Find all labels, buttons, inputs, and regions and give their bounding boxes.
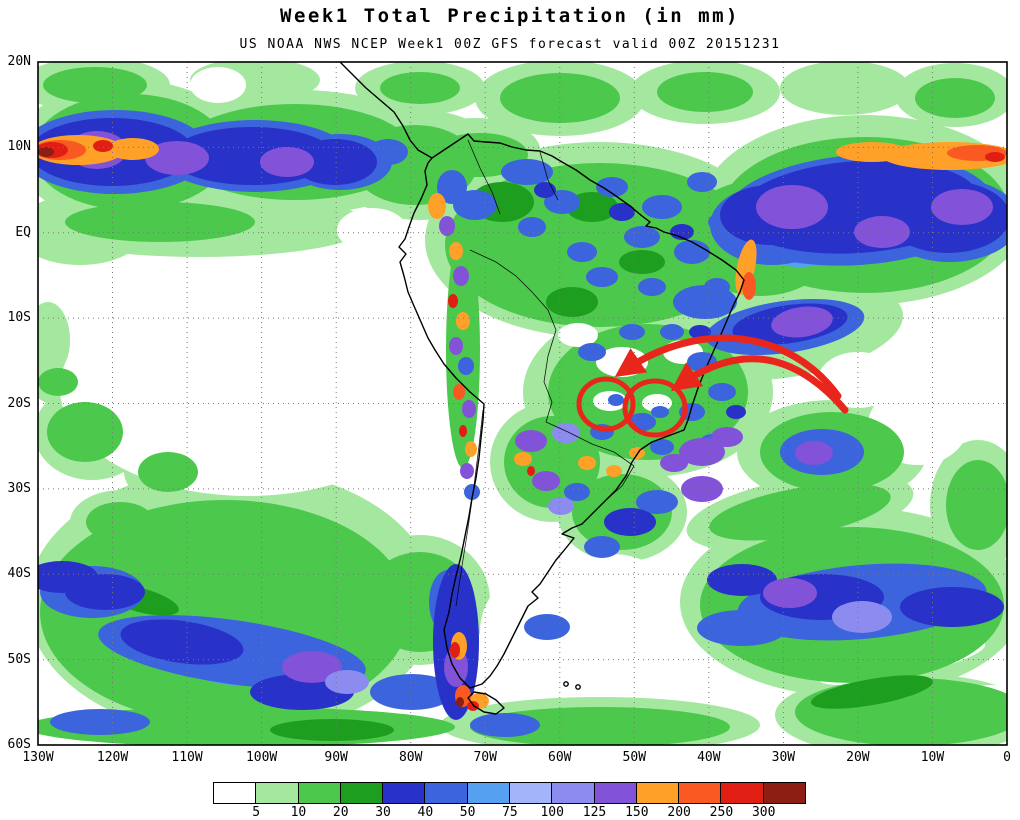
- colorbar-tick-label: 250: [709, 805, 734, 820]
- colorbar-swatch: [635, 782, 680, 804]
- lat-tick-label: 60S: [7, 737, 31, 752]
- lat-tick-label: 20S: [7, 395, 31, 411]
- lon-tick-label: 80W: [398, 750, 423, 765]
- colorbar-swatch: [424, 782, 468, 804]
- annotation-circle-2: [622, 378, 688, 438]
- colorbar-labels: 5 10 20 30 40 50 75 100 125 150 200 250 300: [235, 805, 785, 820]
- colorbar-tick-label: 300: [751, 805, 776, 820]
- colorbar-swatch: [255, 782, 299, 804]
- country-borders: [455, 139, 635, 607]
- lat-tick-label: EQ: [15, 224, 31, 240]
- lon-tick-label: 90W: [324, 750, 348, 765]
- lon-tick-label: 100W: [245, 750, 278, 765]
- colorbar-tick-label: 200: [667, 805, 691, 820]
- annotation: [576, 334, 849, 438]
- colorbar-tick-label: 50: [459, 805, 476, 820]
- colorbar-swatch: [339, 782, 384, 804]
- colorbar-tick-label: 100: [540, 805, 564, 820]
- colorbar-tick-label: 75: [502, 805, 518, 820]
- lon-tick-label: 120W: [96, 750, 129, 765]
- map-border: [37, 61, 1008, 746]
- lon-tick-label: 70W: [473, 750, 497, 765]
- lat-tick-label: 30S: [7, 480, 31, 496]
- colorbar-swatch: [382, 782, 426, 804]
- colorbar: 5 10 20 30 40 50 75 100 125 150 200 250 300: [213, 782, 806, 820]
- colorbar-swatch: [213, 782, 257, 804]
- lon-tick-label: 110W: [171, 750, 203, 765]
- lon-tick-label: 0: [1003, 750, 1011, 765]
- colorbar-swatch: [678, 782, 722, 804]
- colorbar-tick-label: 150: [625, 805, 649, 820]
- lon-tick-label: 130W: [22, 750, 54, 765]
- lon-tick-label: 40W: [697, 750, 721, 765]
- colorbar-swatch: [593, 782, 637, 804]
- lon-tick-label: 10W: [920, 750, 945, 765]
- chart-subtitle: US NOAA NWS NCEP Week1 00Z GFS forecast …: [239, 37, 781, 52]
- colorbar-swatches: [213, 782, 806, 804]
- colorbar-swatch: [762, 782, 806, 804]
- colorbar-swatch: [508, 782, 553, 804]
- coastline: [339, 62, 745, 715]
- lat-tick-label: 10S: [7, 310, 31, 326]
- colorbar-tick-label: 125: [582, 805, 607, 820]
- colorbar-tick-label: 5: [252, 805, 261, 820]
- lat-tick-label: 20N: [7, 54, 31, 69]
- annotation-arrow-2: [670, 355, 849, 414]
- colorbar-tick-label: 10: [290, 805, 307, 820]
- lon-tick-label: 30W: [771, 750, 796, 765]
- lon-axis: 130W 120W 110W 100W 90W 80W 70W 60W 50W 40W 30W 20W…: [22, 750, 1011, 765]
- lon-tick-label: 20W: [846, 750, 870, 765]
- lat-tick-label: 40S: [7, 566, 31, 582]
- colorbar-swatch: [466, 782, 510, 804]
- lat-axis: 20N 10N EQ 10S 20S 30S 40S 50S 60S: [0, 0, 34, 770]
- lat-tick-label: 50S: [7, 651, 31, 667]
- precipitation-field: [38, 62, 1007, 745]
- annotation-arrow-1: [614, 334, 842, 400]
- colorbar-swatch: [720, 782, 764, 804]
- annotation-circle-1: [576, 376, 636, 432]
- colorbar-tick-label: 40: [417, 805, 434, 820]
- lat-tick-label: 10N: [7, 139, 31, 155]
- lon-tick-label: 50W: [622, 750, 647, 765]
- chart-title: Week1 Total Precipitation (in mm): [280, 5, 740, 27]
- colorbar-tick-label: 20: [332, 805, 349, 820]
- lon-tick-label: 60W: [548, 750, 572, 765]
- colorbar-swatch: [551, 782, 595, 804]
- colorbar-swatch: [297, 782, 341, 804]
- colorbar-tick-label: 30: [375, 805, 391, 820]
